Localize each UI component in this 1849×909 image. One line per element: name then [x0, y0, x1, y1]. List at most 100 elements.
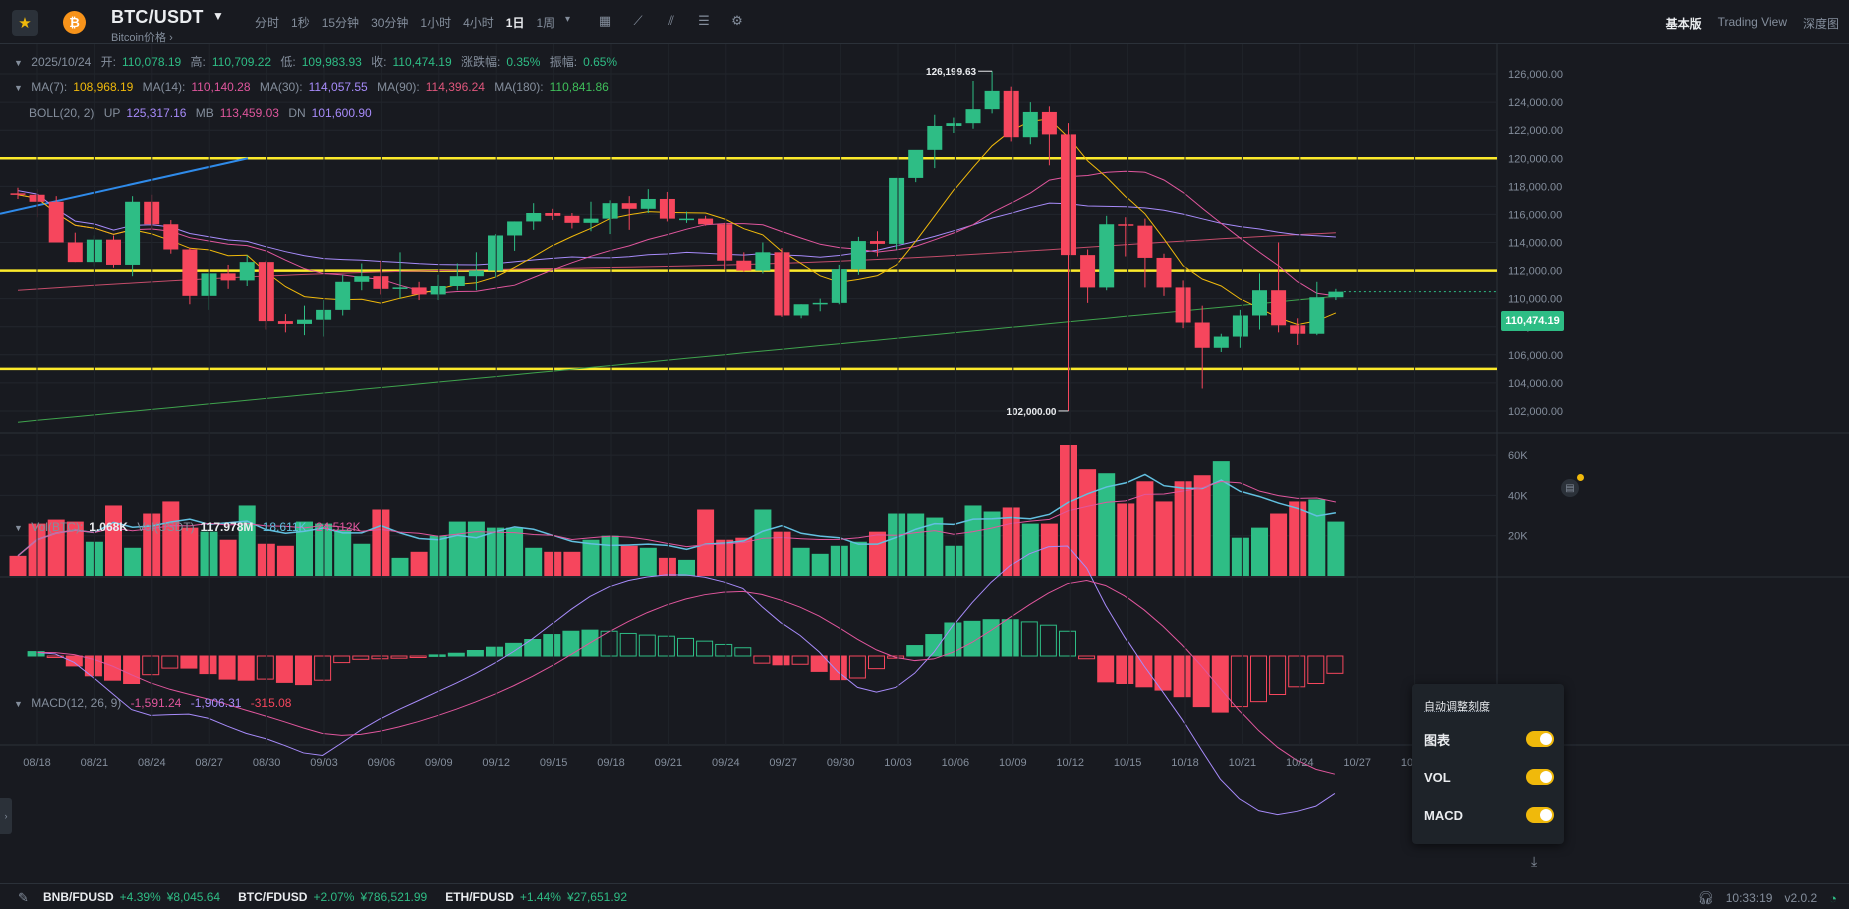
date-axis-label: 09/09	[425, 757, 453, 769]
price-axis-label: 102,000.00	[1508, 406, 1563, 418]
interval-tab[interactable]: 30分钟	[371, 16, 409, 30]
interval-more-chevron-icon[interactable]: ▾	[565, 14, 571, 25]
candle-body	[545, 213, 561, 216]
interval-tab[interactable]: 分时	[255, 16, 280, 30]
view-mode-tab[interactable]: 基本版	[1665, 17, 1702, 31]
headset-icon[interactable]: 🎧︎	[1697, 890, 1714, 905]
volume-bar	[582, 539, 600, 576]
ma180-value: 110,841.86	[549, 80, 609, 94]
volume-bar	[1117, 503, 1135, 576]
macd-hist-bar	[428, 654, 446, 657]
ticker-item[interactable]: BNB/FDUSD +4.39% ¥8,045.64	[43, 890, 220, 904]
macd-dea-value: -1,906.31	[190, 696, 242, 710]
macd-hist-bar	[1307, 655, 1325, 684]
macd-hist-bar	[657, 635, 675, 657]
setting-row-chart[interactable]: 图表	[1424, 729, 1554, 749]
vol-usdt-value: 117.978M	[200, 520, 254, 534]
candle-body	[220, 273, 236, 281]
volume-bar	[830, 545, 848, 576]
volume-bar	[1308, 499, 1326, 576]
calendar-icon[interactable]: ▦	[598, 13, 612, 28]
date-axis-label: 10/09	[999, 757, 1027, 769]
macd-hist-value: -315.08	[250, 696, 292, 710]
candle-type-icon[interactable]: ⫽	[668, 13, 674, 28]
scroll-to-latest-icon[interactable]: ⤓	[1531, 853, 1538, 869]
sidebar-expand-handle[interactable]: ›	[0, 798, 12, 834]
gear-icon[interactable]: ⚙	[731, 13, 743, 28]
interval-tab[interactable]: 1日	[505, 16, 525, 30]
volume-bar	[983, 511, 1001, 576]
macd-toggle[interactable]	[1526, 807, 1554, 823]
close-label: 收:	[371, 55, 387, 69]
interval-tabs: 分时 1秒 15分钟 30分钟 1小时 4小时 1日 1周	[255, 14, 567, 31]
settings-list-icon[interactable]: ☰	[698, 13, 710, 28]
macd-hist-bar	[562, 630, 580, 657]
kline-chart[interactable]: 126,000.00 124,000.00 122,000.00 120,000.00…	[0, 44, 1849, 883]
candle-body	[1156, 257, 1172, 288]
ma7-line	[17, 118, 1337, 326]
volume-bar	[105, 505, 122, 576]
setting-row-vol[interactable]: VOL	[1424, 767, 1554, 787]
macd-hist-bar	[1020, 621, 1038, 657]
volume-bar	[1327, 521, 1345, 576]
date-axis-label: 08/30	[253, 757, 281, 769]
candle-body	[831, 269, 847, 303]
macd-hist-bar	[715, 643, 733, 657]
collapse-chevron-icon[interactable]: ▼	[14, 83, 23, 93]
pair-subtitle-link[interactable]: Bitcoin价格 ›	[111, 32, 173, 44]
vol-toggle[interactable]	[1526, 769, 1554, 785]
bottom-status-bar: ✎ BNB/FDUSD +4.39% ¥8,045.64 BTC/FDUSD +2.07…	[0, 883, 1849, 909]
favorite-star-icon[interactable]: ★	[12, 10, 38, 36]
date-axis-label: 09/30	[827, 757, 855, 769]
macd-hist-bar	[1288, 655, 1306, 688]
macd-hist-bar	[753, 655, 771, 664]
macd-hist-bar	[447, 652, 465, 657]
interval-tab[interactable]: 15分钟	[321, 16, 360, 30]
open-label: 开:	[100, 55, 117, 69]
setting-row-macd[interactable]: MACD	[1424, 805, 1554, 825]
interval-tab[interactable]: 1小时	[420, 16, 452, 30]
volume-bar	[66, 521, 84, 576]
volume-bar	[849, 541, 867, 576]
candle-body	[1290, 325, 1306, 334]
high-marker-label: 126,199.63	[926, 67, 976, 78]
macd-hist-bar	[829, 655, 847, 681]
candle-body	[1080, 255, 1096, 288]
chart-toggle[interactable]	[1526, 731, 1554, 747]
ticker-item[interactable]: ETH/FDUSD +1.44% ¥27,651.92	[445, 890, 627, 904]
ma180-label: MA(180):	[494, 80, 544, 94]
volume-bar	[9, 555, 27, 576]
macd-hist-bar	[1001, 619, 1019, 657]
interval-tab[interactable]: 1秒	[291, 16, 310, 30]
interval-tab[interactable]: 1周	[536, 16, 556, 30]
price-axis-label: 126,000.00	[1508, 69, 1563, 81]
boll-up-label: UP	[103, 106, 121, 120]
auto-scale-title[interactable]: 自动调整刻度	[1424, 701, 1490, 713]
edit-pencil-icon[interactable]: ✎	[18, 890, 29, 905]
note-icon[interactable]: ▤	[1561, 479, 1579, 497]
interval-tab[interactable]: 4小时	[463, 16, 494, 30]
candle-body	[1041, 111, 1057, 135]
date-axis-label: 08/18	[23, 757, 51, 769]
price-axis-label: 112,000.00	[1508, 266, 1562, 278]
view-mode-tab[interactable]: 深度图	[1802, 17, 1839, 31]
volume-bar	[678, 559, 695, 576]
collapse-chevron-icon[interactable]: ▼	[14, 58, 23, 68]
volume-bar	[1136, 481, 1154, 576]
collapse-chevron-icon[interactable]: ▼	[14, 699, 23, 709]
macd-hist-bar	[982, 619, 1000, 657]
setting-label-vol: VOL	[1424, 769, 1451, 785]
candle-body	[430, 286, 446, 295]
chevron-down-icon[interactable]: ▼	[212, 9, 224, 23]
view-mode-tab[interactable]: Trading View	[1717, 15, 1787, 29]
low-label: 低:	[280, 55, 296, 69]
ma7-label: MA(7):	[31, 80, 68, 94]
macd-hist-bar	[887, 655, 905, 659]
ticker-item[interactable]: BTC/FDUSD +2.07% ¥786,521.99	[238, 890, 427, 904]
setting-label-macd: MACD	[1424, 807, 1463, 823]
macd-hist-bar	[104, 655, 121, 681]
pair-selector[interactable]: BTC/USDT	[111, 7, 204, 27]
macd-hist-bar	[123, 655, 141, 684]
collapse-chevron-icon[interactable]: ▼	[14, 523, 23, 533]
indicator-icon[interactable]: ⟋	[633, 13, 643, 28]
